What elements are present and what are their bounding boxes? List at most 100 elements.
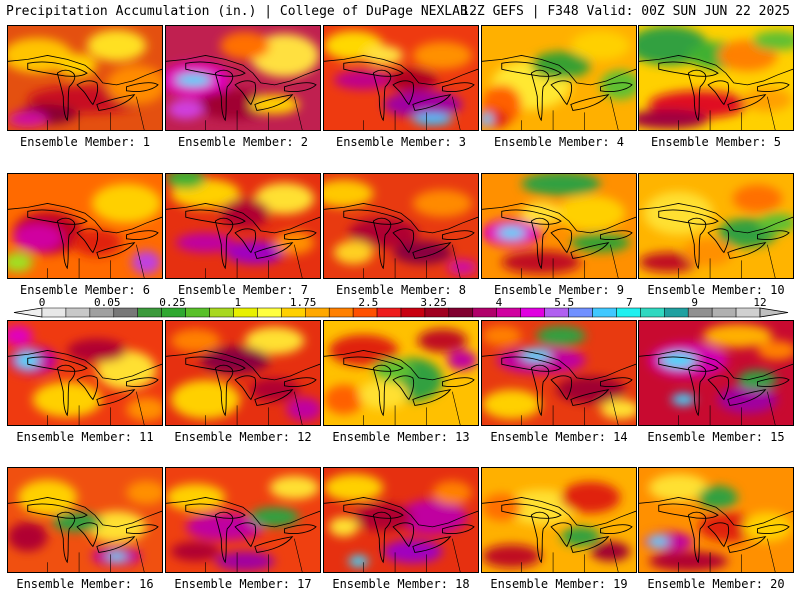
state-lines <box>363 391 461 425</box>
ensemble-member-label: Ensemble Member: 13 <box>332 430 470 444</box>
border-line <box>482 350 636 381</box>
precip-area <box>170 379 241 420</box>
ensemble-member-label: Ensemble Member: 15 <box>647 430 785 444</box>
great-lakes-outline <box>27 356 159 417</box>
border-line <box>8 203 162 234</box>
border-line <box>639 350 793 381</box>
state-lines <box>521 538 619 572</box>
ensemble-map-panel <box>323 467 479 573</box>
precip-area <box>175 74 212 86</box>
precip-map <box>324 321 478 425</box>
state-lines <box>363 96 461 130</box>
precip-map <box>166 468 320 572</box>
precip-map <box>166 174 320 278</box>
ensemble-map-panel <box>165 320 321 426</box>
great-lakes-outline <box>343 61 475 122</box>
precip-area <box>324 473 384 502</box>
precip-area <box>373 358 413 382</box>
precip-area <box>757 340 793 361</box>
precip-area <box>393 240 453 265</box>
precip-area <box>698 485 738 510</box>
precip-area <box>200 346 270 374</box>
ensemble-member-label: Ensemble Member: 4 <box>493 135 625 149</box>
precip-map <box>482 468 636 572</box>
precip-area <box>752 30 793 51</box>
state-lines <box>205 96 303 130</box>
ensemble-map-panel <box>323 25 479 131</box>
state-lines <box>363 538 461 572</box>
colorbar-tick-label: 0.05 <box>94 296 121 309</box>
map-title: Precipitation Accumulation (in.) | Colle… <box>6 4 468 19</box>
precip-area <box>639 252 699 273</box>
ensemble-member-label: Ensemble Member: 14 <box>490 430 628 444</box>
border-line <box>324 497 478 528</box>
colorbar-tick-label: 4 <box>495 296 503 309</box>
precip-area <box>166 174 206 189</box>
precip-area <box>590 541 631 562</box>
precip-area <box>170 541 221 562</box>
precip-area <box>521 349 552 362</box>
precip-area <box>57 53 97 78</box>
precip-area <box>106 552 127 561</box>
colorbar-segment <box>41 307 67 318</box>
ensemble-map-panel <box>638 467 794 573</box>
precip-area <box>447 350 478 371</box>
precip-area <box>195 89 275 120</box>
ensemble-map-panel <box>323 320 479 426</box>
border-line <box>639 203 793 234</box>
precip-area <box>170 328 221 353</box>
precip-map <box>482 174 636 278</box>
precip-area <box>244 326 305 355</box>
colorbar-segment <box>65 307 91 318</box>
precip-area <box>432 480 473 505</box>
colorbar-segment <box>520 307 545 318</box>
precip-area <box>560 526 601 547</box>
great-lakes-outline <box>185 503 317 564</box>
colorbar-segment <box>496 307 521 318</box>
precip-area <box>32 381 102 418</box>
precip-map <box>8 468 162 572</box>
precip-area <box>131 250 162 275</box>
precip-area <box>86 29 147 62</box>
border-line <box>482 55 636 86</box>
state-lines <box>47 244 145 278</box>
great-lakes-outline <box>27 209 159 270</box>
ensemble-map-panel <box>638 320 794 426</box>
precip-area <box>67 338 127 363</box>
border-line <box>8 497 162 528</box>
state-lines <box>205 538 303 572</box>
precip-area <box>126 397 162 422</box>
precip-area <box>412 41 473 70</box>
border-line <box>639 55 793 86</box>
ensemble-member-label: Ensemble Member: 19 <box>490 577 628 591</box>
precip-area <box>698 512 758 542</box>
colorbar-tick-label: 9 <box>691 296 699 309</box>
ensemble-member-label: Ensemble Member: 3 <box>335 135 467 149</box>
precip-area <box>536 325 586 346</box>
precip-area <box>482 389 542 420</box>
colorbar-tick-label: 0 <box>38 296 46 309</box>
precip-map <box>324 174 478 278</box>
ensemble-member-label: Ensemble Member: 1 <box>19 135 151 149</box>
ensemble-member-label: Ensemble Member: 9 <box>493 283 625 297</box>
colorbar-max-arrow <box>759 307 789 318</box>
great-lakes-outline <box>343 209 475 270</box>
ensemble-member-label: Ensemble Member: 2 <box>177 135 309 149</box>
precip-area <box>412 113 453 126</box>
great-lakes-outline <box>185 356 317 417</box>
ensemble-map-panel <box>638 25 794 131</box>
great-lakes-outline <box>658 209 790 270</box>
precip-area <box>8 521 48 552</box>
precip-area <box>482 113 493 126</box>
state-lines <box>678 538 776 572</box>
precip-area <box>600 70 636 100</box>
precip-area <box>8 325 33 346</box>
border-line <box>166 55 320 86</box>
great-lakes-outline <box>658 503 790 564</box>
colorbar-tick-label: 0.25 <box>159 296 186 309</box>
colorbar-tick-label: 12 <box>753 296 767 309</box>
colorbar-segment <box>209 307 234 318</box>
precip-area <box>166 483 226 512</box>
precip-area <box>447 259 478 276</box>
colorbar-segment <box>640 307 665 318</box>
